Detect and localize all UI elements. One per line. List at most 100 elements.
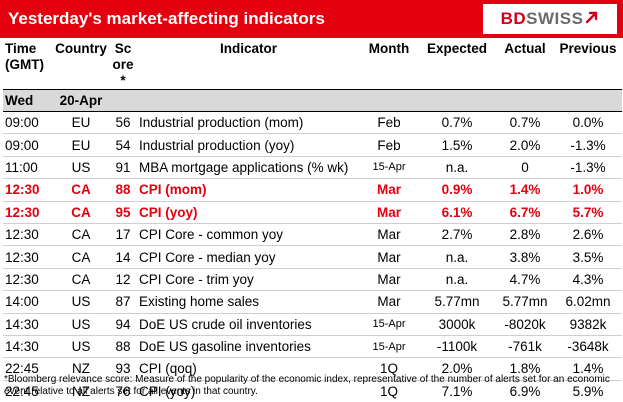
table-row: 14:30 US 88 DoE US gasoline inventories 15-A… [3,335,622,359]
cell-month: Mar [360,201,418,224]
col-header-time: Time (GMT) [3,38,53,90]
cell-indicator: Industrial production (yoy) [137,133,360,157]
cell-indicator: CPI Core - common yoy [137,223,360,247]
table-row: 12:30 CA 17 CPI Core - common yoy Mar 2.7% 2.8… [3,223,622,247]
cell-score: 93 [109,357,137,381]
cell-country: US [53,290,109,314]
cell-month: 15-Apr [360,156,418,180]
logo-text-accent: SWISS [526,9,584,28]
cell-month: Mar [360,223,418,247]
cell-month: Mar [360,290,418,314]
cell-previous: 9382k [554,313,622,336]
col-header-country: Country [53,38,109,90]
bdswiss-logo: BD SWISS [483,4,617,34]
cell-actual: 5.77mn [496,290,554,314]
table-row: 14:30 US 94 DoE US crude oil inventories 15-… [3,313,622,336]
cell-actual: 0 [496,156,554,180]
cell-time: 09:00 [3,133,53,157]
col-header-previous: Previous [554,38,622,90]
cell-country: US [53,335,109,359]
cell-score: 56 [109,111,137,135]
cell-score: 87 [109,290,137,314]
indicators-table: Time (GMT) Country Score* Indicator Mont… [3,38,622,402]
cell-actual: 4.7% [496,268,554,292]
cell-indicator: MBA mortgage applications (% wk) [137,156,360,180]
cell-month: 15-Apr [360,313,418,336]
cell-indicator: DoE US gasoline inventories [137,335,360,359]
cell-month: 1Q [360,357,418,381]
col-header-expected: Expected [418,38,496,90]
cell-indicator: DoE US crude oil inventories [137,313,360,336]
day-row: Wed 20-Apr [3,89,622,112]
cell-previous: 1.0% [554,178,622,202]
cell-month: 1Q [360,380,418,402]
cell-time: 22:45 [3,357,53,381]
cell-month: Mar [360,245,418,269]
cell-score: 14 [109,245,137,269]
cell-expected: n.a. [418,156,496,180]
cell-expected: 3000k [418,313,496,336]
header-banner: Yesterday's market-affecting indicators … [0,0,623,38]
page-title: Yesterday's market-affecting indicators [8,9,325,28]
cell-month: Feb [360,111,418,135]
cell-previous: 5.9% [554,380,622,402]
cell-actual: 2.0% [496,133,554,157]
cell-previous: 5.7% [554,201,622,224]
cell-country: NZ [53,357,109,381]
cell-previous: 1.4% [554,357,622,381]
cell-previous: 0.0% [554,111,622,135]
cell-time: 22:45 [3,380,53,402]
table-row: 22:45 NZ 76 CPI (yoy) 1Q 7.1% 6.9% 5.9% [3,380,622,402]
cell-score: 17 [109,223,137,247]
table-row: 11:00 US 91 MBA mortgage applications (% wk… [3,156,622,180]
day-weekday: Wed [3,89,53,112]
cell-indicator: CPI (qoq) [137,357,360,381]
cell-indicator: CPI (mom) [137,178,360,202]
cell-country: EU [53,111,109,135]
logo-wordmark: BD SWISS [501,9,600,29]
cell-expected: 6.1% [418,201,496,224]
col-header-indicator: Indicator [137,38,360,90]
cell-indicator: CPI Core - median yoy [137,245,360,269]
cell-actual: 1.8% [496,357,554,381]
cell-previous: -3648k [554,335,622,359]
cell-month: 15-Apr [360,335,418,359]
cell-expected: 5.77mn [418,290,496,314]
cell-time: 14:00 [3,290,53,314]
cell-indicator: Existing home sales [137,290,360,314]
cell-previous: 6.02mn [554,290,622,314]
cell-previous: -1.3% [554,133,622,157]
cell-previous: 3.5% [554,245,622,269]
cell-time: 12:30 [3,178,53,202]
cell-country: US [53,156,109,180]
cell-expected: 1.5% [418,133,496,157]
cell-country: CA [53,268,109,292]
cell-previous: 2.6% [554,223,622,247]
cell-previous: -1.3% [554,156,622,180]
cell-actual: 6.9% [496,380,554,402]
cell-time: 12:30 [3,223,53,247]
cell-score: 94 [109,313,137,336]
cell-score: 88 [109,335,137,359]
cell-actual: 0.7% [496,111,554,135]
col-header-month: Month [360,38,418,90]
cell-time: 12:30 [3,201,53,224]
cell-indicator: Industrial production (mom) [137,111,360,135]
cell-actual: 3.8% [496,245,554,269]
cell-time: 14:30 [3,313,53,336]
cell-actual: 6.7% [496,201,554,224]
footnote: *Bloomberg relevance score: Measure of t… [4,374,610,397]
table-row: 09:00 EU 56 Industrial production (mom) Feb 0… [3,111,622,135]
col-header-actual: Actual [496,38,554,90]
cell-time: 14:30 [3,335,53,359]
col-header-score: Score* [109,38,137,90]
cell-expected: -1100k [418,335,496,359]
cell-expected: 0.9% [418,178,496,202]
cell-time: 11:00 [3,156,53,180]
cell-expected: n.a. [418,245,496,269]
cell-month: Mar [360,178,418,202]
cell-country: US [53,313,109,336]
cell-country: CA [53,178,109,202]
cell-score: 95 [109,201,137,224]
cell-expected: n.a. [418,268,496,292]
